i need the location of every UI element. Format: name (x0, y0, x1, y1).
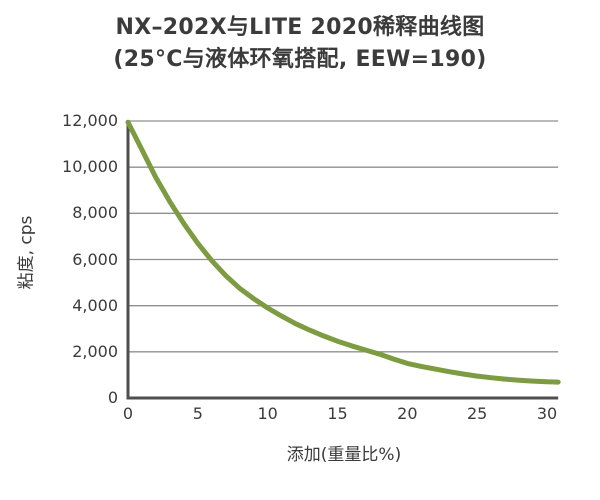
y-tick-label: 6,000 (72, 249, 118, 269)
x-tick-label: 20 (397, 404, 418, 423)
x-tick-label: 10 (257, 404, 278, 423)
y-axis-label: 粘度, cps (16, 215, 37, 290)
x-tick-label: 25 (466, 404, 488, 423)
y-tick-label: 0 (107, 388, 118, 407)
x-axis-label: 添加(重量比%) (286, 445, 402, 465)
y-tick-label: 10,000 (62, 157, 118, 177)
x-tick-label: 0 (122, 404, 134, 423)
x-tick-label: 15 (327, 404, 348, 423)
y-tick-label: 8,000 (72, 203, 118, 223)
y-tick-label: 4,000 (72, 295, 118, 315)
x-tick-label: 5 (192, 404, 203, 423)
chart-title-line2: (25°C与液体环氧搭配, EEW=190) (113, 47, 487, 72)
chart-title-line1: NX–202X与LITE 2020稀释曲线图 (115, 15, 485, 40)
x-tick-label: 30 (536, 404, 558, 423)
y-tick-label: 12,000 (62, 111, 118, 130)
y-tick-label: 2,000 (72, 341, 118, 361)
dilution-curve (125, 119, 561, 385)
chart-title: NX–202X与LITE 2020稀释曲线图 (25°C与液体环氧搭配, EEW… (0, 12, 600, 76)
